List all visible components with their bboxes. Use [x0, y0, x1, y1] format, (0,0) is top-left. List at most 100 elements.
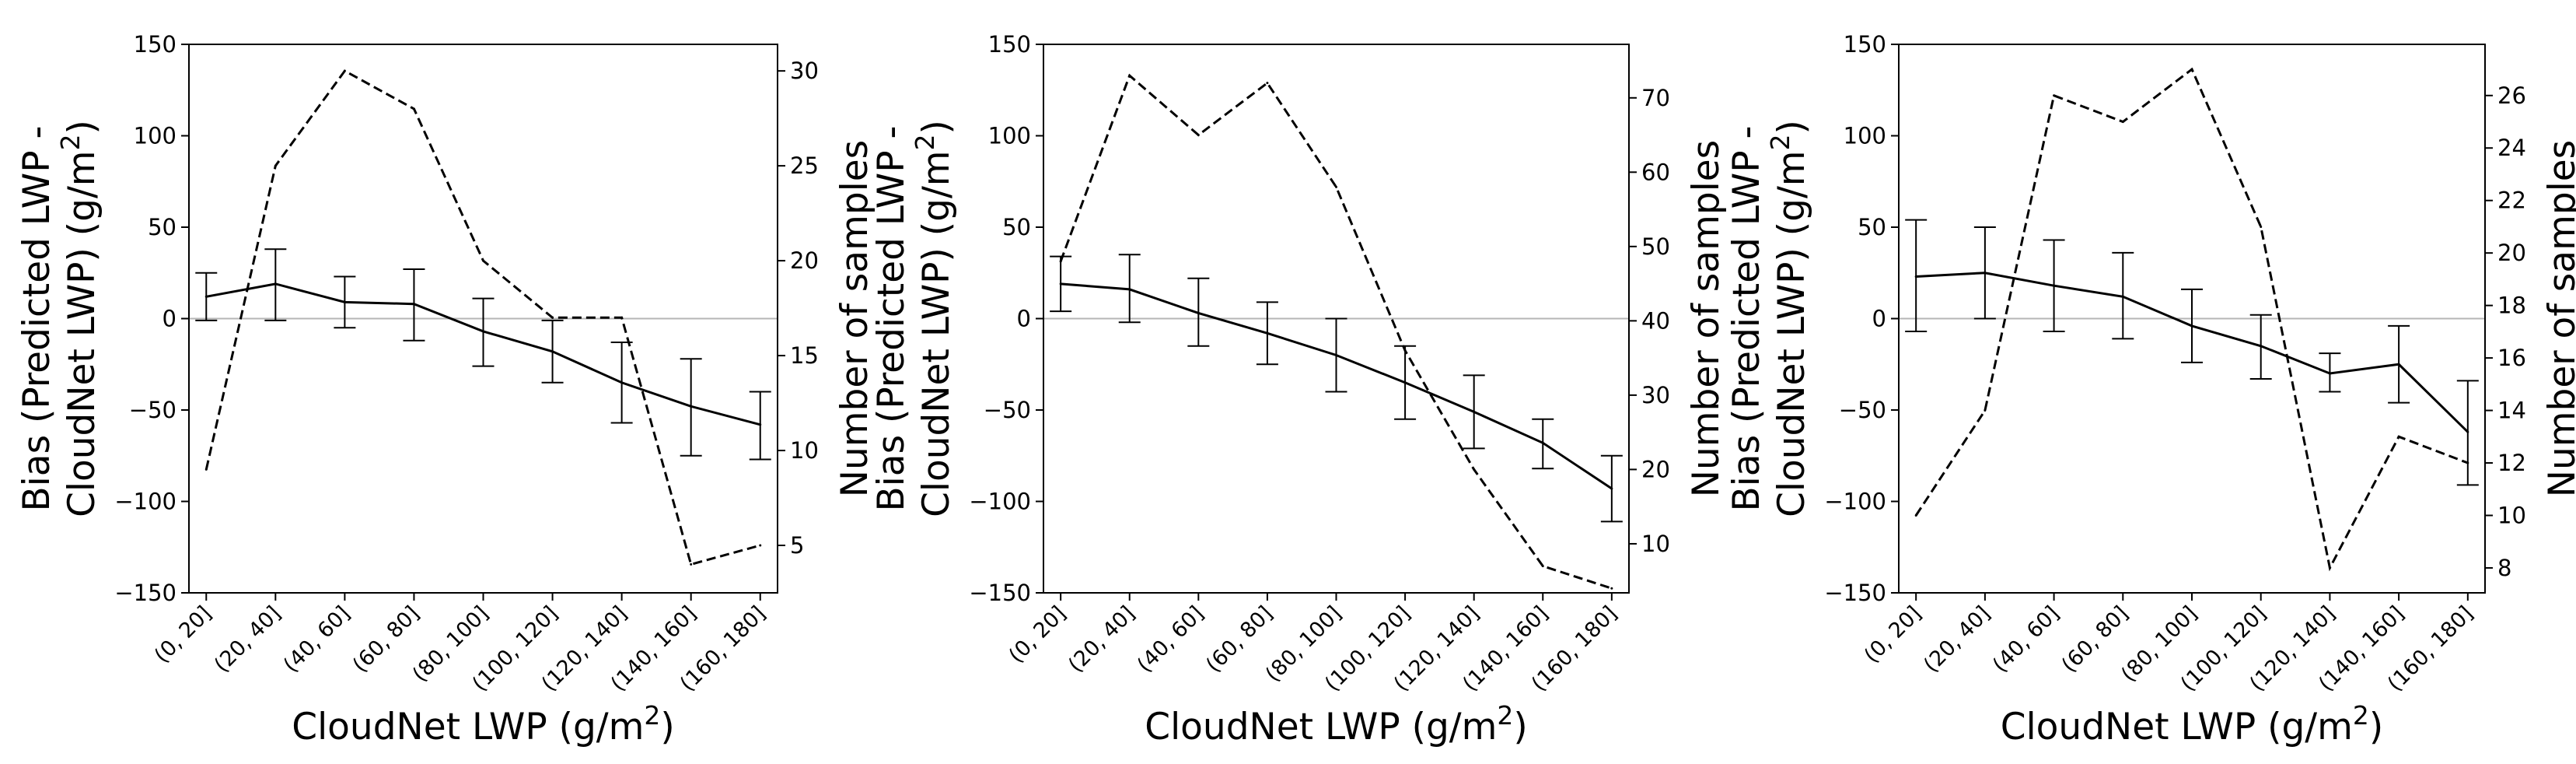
sample-count-point: [2053, 94, 2056, 97]
sample-count-point: [1473, 468, 1476, 471]
y2-tick-label: 50: [1641, 233, 1670, 260]
bias-point: [482, 330, 484, 333]
y2-tick-label: 5: [790, 532, 804, 559]
chart-panel-1: 150 100 50 0 −50 −100 −150 30 25 20 15 10 5 (0, 20](2…: [16, 31, 876, 748]
y2-tick-label: 22: [2497, 187, 2526, 214]
y-tick-label: 0: [1017, 306, 1031, 332]
y-tick-label: −100: [1824, 489, 1886, 515]
y2-tick-label: 30: [1641, 382, 1670, 408]
y2-tick-label: 16: [2497, 345, 2526, 371]
bias-point: [1541, 441, 1544, 444]
sample-count-point: [551, 316, 554, 319]
x-tick-label: (40, 60]: [1988, 601, 2064, 678]
y2-tick-label: 20: [790, 247, 819, 274]
sample-count-point: [759, 544, 762, 547]
bias-point: [2190, 324, 2193, 328]
sample-count-point: [1984, 409, 1987, 412]
y2-tick-label: 60: [1641, 159, 1670, 185]
y-tick-label: 100: [1844, 123, 1886, 149]
sample-count-point: [2466, 461, 2469, 464]
y-tick-label: 0: [1872, 306, 1886, 332]
y-tick-label: 50: [1002, 214, 1031, 240]
x-axis-label: CloudNet LWP (g/m2): [292, 700, 674, 749]
y2-tick-label: 20: [1641, 456, 1670, 482]
sample-count-point: [1335, 185, 1337, 188]
bias-point: [1984, 272, 1987, 275]
y-tick-label: −50: [984, 397, 1031, 423]
y-tick-label: 0: [163, 306, 177, 332]
bias-point: [412, 303, 415, 306]
sample-count-point: [1197, 134, 1200, 137]
sample-count-point: [1541, 565, 1544, 568]
superscript-two: 2: [910, 134, 940, 150]
bias-point: [1473, 410, 1476, 413]
y2-axis-label: Number of samples: [2541, 140, 2576, 497]
y2-axis-label: Number of samples: [834, 140, 876, 497]
y2-tick-label: 18: [2497, 293, 2526, 319]
sample-count-point: [412, 107, 415, 110]
x-tick-label: (20, 40]: [1919, 601, 1995, 678]
bias-point: [2466, 430, 2469, 433]
y2-tick-label: 24: [2497, 135, 2526, 161]
y2-tick-label: 12: [2497, 450, 2526, 476]
y2-tick-label: 10: [790, 437, 819, 464]
sample-count-point: [274, 164, 277, 167]
y-tick-label: −150: [114, 580, 177, 606]
sample-count-point: [204, 468, 208, 471]
bias-point: [1128, 288, 1131, 291]
y2-tick-label: 26: [2497, 82, 2526, 109]
y2-tick-label: 10: [2497, 502, 2526, 528]
x-axis-label: CloudNet LWP (g/m2): [1145, 700, 1527, 749]
superscript-two: 2: [1497, 700, 1513, 731]
bias-point: [1610, 487, 1613, 490]
y-tick-label: 100: [988, 123, 1031, 149]
y-tick-label: −50: [1839, 397, 1886, 423]
y-axis-label-line-2: CloudNet LWP) (g/m2): [1765, 120, 1814, 517]
bias-point: [343, 300, 346, 303]
bias-point: [1403, 381, 1407, 384]
y2-tick-label: 70: [1641, 85, 1670, 111]
y-tick-label: −100: [114, 489, 177, 515]
y2-tick-label: 15: [790, 342, 819, 369]
sample-count-point: [2260, 225, 2263, 228]
y-tick-label: 50: [1858, 214, 1886, 240]
y2-tick-label: 20: [2497, 240, 2526, 266]
sample-count-point: [2328, 566, 2331, 569]
sample-count-point: [620, 316, 624, 319]
sample-count-point: [2190, 68, 2193, 71]
y2-axis-label: Number of samples: [1685, 140, 1728, 497]
bias-point: [274, 282, 277, 286]
bias-point: [2260, 345, 2263, 348]
x-tick-label: (0, 20]: [1005, 601, 1071, 668]
sample-count-point: [1266, 82, 1269, 85]
bias-point: [1335, 354, 1337, 356]
bias-point: [1914, 275, 1917, 278]
y-tick-label: 150: [988, 31, 1031, 58]
y-tick-label: 100: [134, 123, 177, 149]
sample-count-line: [1059, 73, 1613, 590]
y-tick-label: 150: [134, 31, 177, 58]
x-tick-label: (20, 40]: [210, 601, 286, 678]
y2-tick-label: 30: [790, 58, 819, 84]
sample-count-point: [1610, 587, 1613, 590]
sample-count-point: [2397, 435, 2400, 438]
sample-count-point: [1403, 349, 1407, 352]
bias-point: [204, 295, 208, 298]
y-axis-label-line-2: CloudNet LWP) (g/m2): [55, 120, 104, 517]
bias-point: [1059, 282, 1062, 286]
sample-count-point: [343, 69, 346, 72]
y-tick-label: −100: [969, 489, 1031, 515]
y-tick-label: 50: [148, 214, 177, 240]
x-tick-label: (0, 20]: [150, 601, 216, 668]
sample-count-point: [1128, 74, 1131, 77]
sample-count-point: [2121, 121, 2124, 124]
y-tick-label: −150: [1824, 580, 1886, 606]
chart-panel-3: 150100500−50−100−1502624222018161412108(…: [1725, 31, 2576, 748]
bias-point: [2121, 295, 2124, 298]
y2-tick-label: 25: [790, 152, 819, 179]
bias-point: [2397, 363, 2400, 366]
y-axis-label-line-1: Bias (Predicted LWP -: [1725, 125, 1768, 511]
bias-point: [759, 423, 762, 426]
x-tick-label: (40, 60]: [279, 601, 355, 678]
